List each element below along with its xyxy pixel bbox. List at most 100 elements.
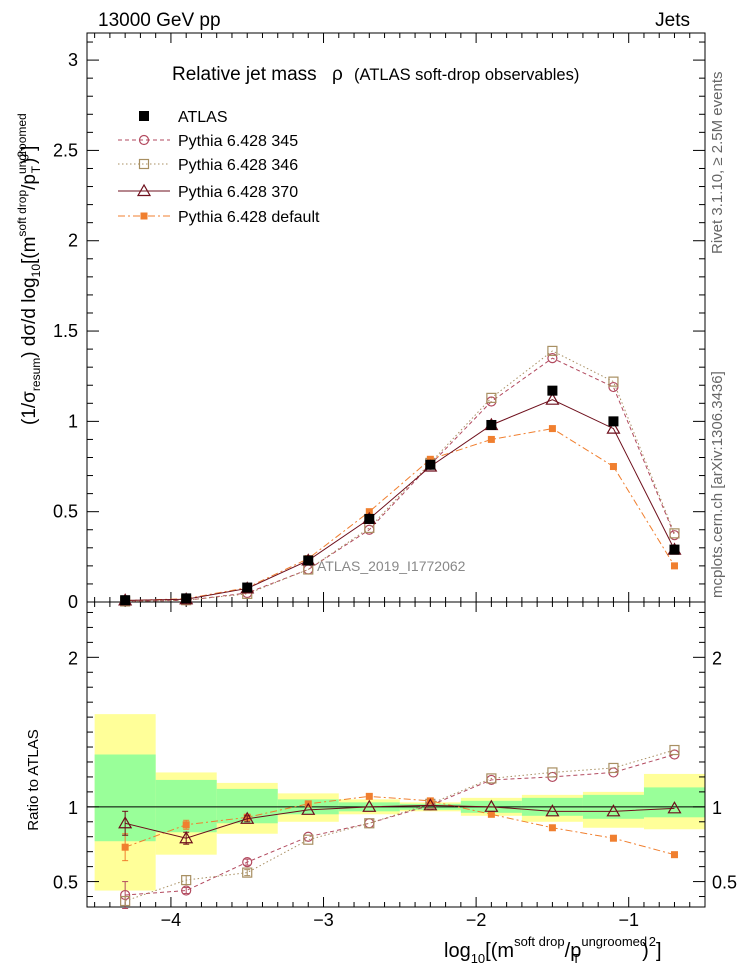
series-line-top bbox=[125, 357, 675, 602]
chart-title-rho: ρ bbox=[332, 64, 343, 85]
marker-370 bbox=[545, 804, 560, 817]
marker-370 bbox=[606, 804, 621, 817]
chart-title-main: Relative jet mass bbox=[172, 64, 317, 85]
bottom-panel-frame bbox=[86, 601, 706, 908]
chart-title: Relative jet mass ρ (ATLAS soft-drop obs… bbox=[172, 64, 579, 85]
header-left: 13000 GeV pp bbox=[98, 10, 221, 31]
marker-345 bbox=[547, 353, 558, 364]
top-ylabel: (1/σresum) dσ/d log10[(msoft drop/pungro… bbox=[15, 113, 43, 425]
legend: ATLAS Pythia 6.428 345 Pythia 6.428 346 Pyt… bbox=[118, 109, 320, 226]
marker-atlas bbox=[120, 595, 131, 606]
marker-default bbox=[670, 562, 678, 570]
top-y-tick-label: 3 bbox=[68, 50, 78, 70]
marker-default bbox=[670, 851, 678, 859]
marker-346 bbox=[547, 345, 558, 357]
bottom-y-tick-label: 0.5 bbox=[53, 873, 78, 893]
marker-370 bbox=[667, 801, 682, 814]
legend-label: Pythia 6.428 default bbox=[178, 209, 320, 226]
marker-346 bbox=[120, 895, 131, 907]
marker-default bbox=[548, 824, 556, 832]
marker-default bbox=[365, 508, 373, 516]
x-tick-label: −2 bbox=[466, 910, 487, 930]
series-line-ratio bbox=[124, 749, 675, 902]
series-line-ratio bbox=[125, 804, 675, 839]
top-y-tick-label: 1.5 bbox=[53, 321, 78, 341]
marker-default bbox=[365, 792, 373, 800]
marker-346 bbox=[364, 818, 375, 829]
marker-346 bbox=[486, 773, 497, 784]
marker-default bbox=[426, 797, 434, 805]
marker-atlas bbox=[547, 385, 558, 396]
analysis-watermark: ATLAS_2019_I1772062 bbox=[317, 558, 466, 574]
marker-atlas bbox=[303, 555, 314, 566]
marker-atlas bbox=[608, 416, 619, 427]
marker-346 bbox=[303, 834, 314, 845]
marker-default bbox=[426, 455, 434, 463]
legend-label: Pythia 6.428 345 bbox=[178, 133, 298, 150]
top-panel-series bbox=[118, 345, 682, 607]
legend-label: Pythia 6.428 370 bbox=[178, 184, 298, 201]
marker-atlas bbox=[486, 419, 497, 430]
series-line-top bbox=[125, 399, 675, 601]
series-line-top bbox=[125, 428, 675, 602]
top-y-tick-label: 2 bbox=[68, 231, 78, 251]
uncertainty-bands bbox=[87, 714, 705, 891]
marker-default bbox=[487, 810, 495, 818]
marker-345 bbox=[364, 818, 375, 829]
marker-345 bbox=[181, 885, 192, 896]
ratio-panel-series bbox=[118, 744, 682, 909]
bottom-ylabel: Ratio to ATLAS bbox=[25, 729, 42, 830]
marker-default bbox=[140, 212, 148, 220]
legend-label: ATLAS bbox=[178, 109, 228, 126]
xlabel: log10[(msoft drop/pungroomed T)2] bbox=[444, 934, 662, 966]
marker-370 bbox=[301, 802, 316, 815]
marker-370 bbox=[545, 392, 560, 405]
marker-370 bbox=[179, 831, 194, 844]
marker-346 bbox=[181, 874, 192, 886]
axis-ticks: −4 −3 −2 −1 0.5 1 1.5 2 2.5 3 0 0.5 0.5 1 1 2 2 bbox=[53, 33, 737, 930]
marker-370 bbox=[118, 816, 133, 829]
marker-346 bbox=[669, 744, 680, 756]
header-right: Jets bbox=[655, 10, 690, 31]
bottom-y-tick-label-right: 2 bbox=[712, 648, 722, 668]
marker-346 bbox=[547, 767, 558, 778]
bottom-y-tick-label-right: 1 bbox=[712, 798, 722, 818]
bottom-y-tick-label: 2 bbox=[68, 648, 78, 668]
x-tick-label: −1 bbox=[618, 910, 639, 930]
legend-label: Pythia 6.428 346 bbox=[178, 157, 298, 174]
bottom-y-tick-label-right: 0.5 bbox=[712, 873, 737, 893]
marker-370 bbox=[606, 421, 621, 434]
top-y-zero-label: 0 bbox=[68, 592, 78, 612]
rivet-label: Rivet 3.1.10, ≥ 2.5M events bbox=[709, 72, 726, 255]
marker-346 bbox=[242, 867, 253, 878]
chart-title-paren: (ATLAS soft-drop observables) bbox=[354, 66, 579, 84]
marker-346 bbox=[669, 528, 680, 539]
marker-atlas bbox=[139, 111, 149, 121]
marker-atlas bbox=[242, 582, 253, 593]
marker-346 bbox=[608, 376, 619, 387]
marker-atlas bbox=[181, 593, 192, 604]
marker-atlas bbox=[669, 544, 680, 555]
marker-346 bbox=[486, 392, 497, 403]
marker-default bbox=[182, 821, 190, 829]
marker-370 bbox=[362, 799, 377, 812]
marker-default bbox=[609, 463, 617, 471]
marker-370 bbox=[136, 183, 152, 197]
marker-345 bbox=[608, 381, 619, 393]
bottom-y-tick-label: 1 bbox=[68, 798, 78, 818]
marker-default bbox=[548, 425, 556, 433]
marker-atlas bbox=[364, 513, 375, 524]
marker-345 bbox=[138, 134, 150, 146]
marker-346 bbox=[138, 158, 150, 170]
mcplots-label: mcplots.cern.ch [arXiv:1306.3436] bbox=[709, 371, 726, 598]
marker-default bbox=[121, 843, 129, 851]
marker-370 bbox=[240, 811, 255, 824]
marker-345 bbox=[242, 857, 253, 868]
marker-370 bbox=[423, 798, 438, 811]
series-line-ratio bbox=[124, 795, 675, 856]
marker-atlas bbox=[425, 459, 436, 470]
marker-346 bbox=[608, 762, 619, 774]
marker-default bbox=[487, 435, 495, 443]
marker-345 bbox=[303, 831, 314, 842]
